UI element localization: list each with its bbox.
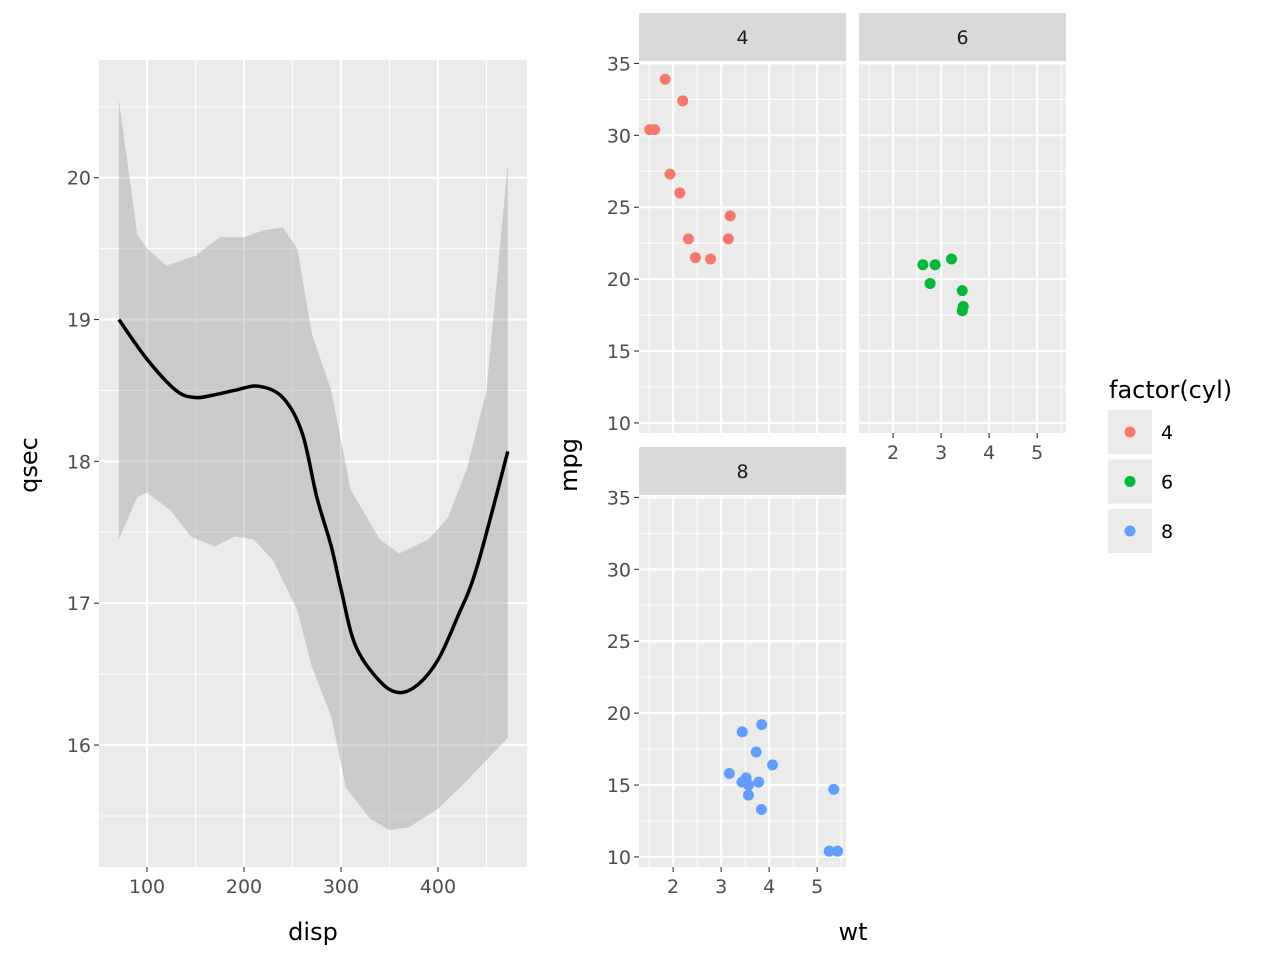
data-point	[924, 277, 936, 289]
y-axis-title: mpg	[555, 438, 583, 492]
legend-point	[1124, 476, 1136, 487]
x-tick-label: 5	[1031, 442, 1043, 464]
y-tick-label: 19	[67, 310, 91, 332]
panel-background	[639, 62, 846, 433]
facet-strip	[859, 13, 1066, 61]
x-axis-title: wt	[838, 918, 867, 946]
data-point	[682, 233, 694, 245]
y-axis-title: qsec	[15, 437, 43, 493]
data-point	[750, 746, 762, 758]
facet-strip-label: 4	[736, 27, 748, 49]
data-point	[767, 759, 779, 771]
facet-strip-label: 6	[956, 27, 968, 49]
x-tick-label: 2	[667, 876, 679, 898]
data-point	[724, 210, 736, 222]
y-tick-label: 10	[607, 413, 631, 435]
data-point	[956, 285, 968, 297]
y-tick-label: 18	[67, 451, 91, 473]
y-tick-label: 25	[607, 197, 631, 219]
x-tick-label: 200	[226, 876, 262, 898]
data-point	[644, 124, 656, 136]
y-tick-label: 10	[607, 847, 631, 869]
data-point	[705, 253, 717, 265]
facet-6: 6 2 3 4 5	[859, 13, 1066, 464]
x-tick-label: 2	[887, 442, 899, 464]
data-point	[917, 259, 929, 271]
x-tick-label: 4	[763, 876, 775, 898]
x-tick-label: 400	[420, 876, 456, 898]
legend: factor(cyl) 4 6 8	[1108, 376, 1232, 553]
panel-background	[639, 496, 846, 867]
data-point	[945, 253, 957, 265]
x-axis-title: disp	[288, 918, 338, 946]
data-point	[743, 789, 755, 801]
y-tick-label: 15	[607, 341, 631, 363]
legend-point	[1124, 525, 1136, 537]
data-point	[756, 719, 768, 731]
y-tick-label: 35	[607, 53, 631, 75]
data-point	[743, 779, 755, 791]
legend-title: factor(cyl)	[1109, 376, 1232, 404]
facet-strip	[639, 13, 846, 61]
facet-8: 8 2 3 4 5 10 15 20 25 30 35	[607, 447, 846, 898]
legend-label: 6	[1161, 472, 1173, 494]
facet-strip	[639, 447, 846, 495]
panel-background	[99, 60, 527, 867]
data-point	[722, 233, 734, 245]
data-point	[689, 252, 701, 264]
x-tick-label: 4	[983, 442, 995, 464]
data-point	[828, 783, 840, 795]
data-point	[753, 776, 765, 788]
left-plot: 100 200 300 400 16 17 18 19 20 disp qsec	[15, 60, 527, 946]
x-tick-label: 300	[323, 876, 359, 898]
y-tick-label: 20	[607, 269, 631, 291]
data-point	[929, 259, 941, 271]
y-tick-label: 20	[607, 703, 631, 725]
smooth-line	[117, 318, 510, 695]
legend-item-6: 6	[1108, 459, 1173, 504]
data-point	[664, 168, 676, 180]
data-point	[674, 187, 686, 199]
legend-label: 8	[1161, 521, 1173, 543]
legend-point	[1124, 426, 1136, 438]
y-tick-label: 20	[67, 168, 91, 190]
data-point	[832, 845, 844, 857]
faceted-plot: 4 10 15 20 25 30 35 6 2 3 4 5 8 2 3 4 5 10 15 20 25 30 35 wt mpg	[555, 13, 1066, 946]
y-tick-label: 30	[607, 125, 631, 147]
data-point	[823, 845, 835, 857]
legend-item-4: 4	[1108, 410, 1173, 454]
data-point	[755, 803, 767, 815]
y-tick-label: 35	[607, 487, 631, 509]
y-tick-label: 25	[607, 631, 631, 653]
panel-background	[859, 62, 1066, 433]
confidence-band	[118, 99, 508, 831]
data-point	[736, 726, 748, 738]
facet-4: 4 10 15 20 25 30 35	[607, 13, 846, 435]
legend-label: 4	[1161, 422, 1173, 444]
legend-item-8: 8	[1108, 509, 1173, 553]
x-tick-label: 5	[811, 876, 823, 898]
y-tick-label: 16	[67, 735, 91, 757]
x-tick-label: 3	[935, 442, 947, 464]
x-tick-label: 3	[715, 876, 727, 898]
facet-strip-label: 8	[736, 461, 748, 483]
y-tick-label: 30	[607, 559, 631, 581]
data-point	[659, 73, 671, 85]
data-point	[723, 768, 735, 780]
y-tick-label: 15	[607, 775, 631, 797]
x-tick-label: 100	[129, 876, 165, 898]
data-point	[956, 305, 968, 317]
y-tick-label: 17	[67, 593, 91, 615]
data-point	[677, 95, 689, 107]
